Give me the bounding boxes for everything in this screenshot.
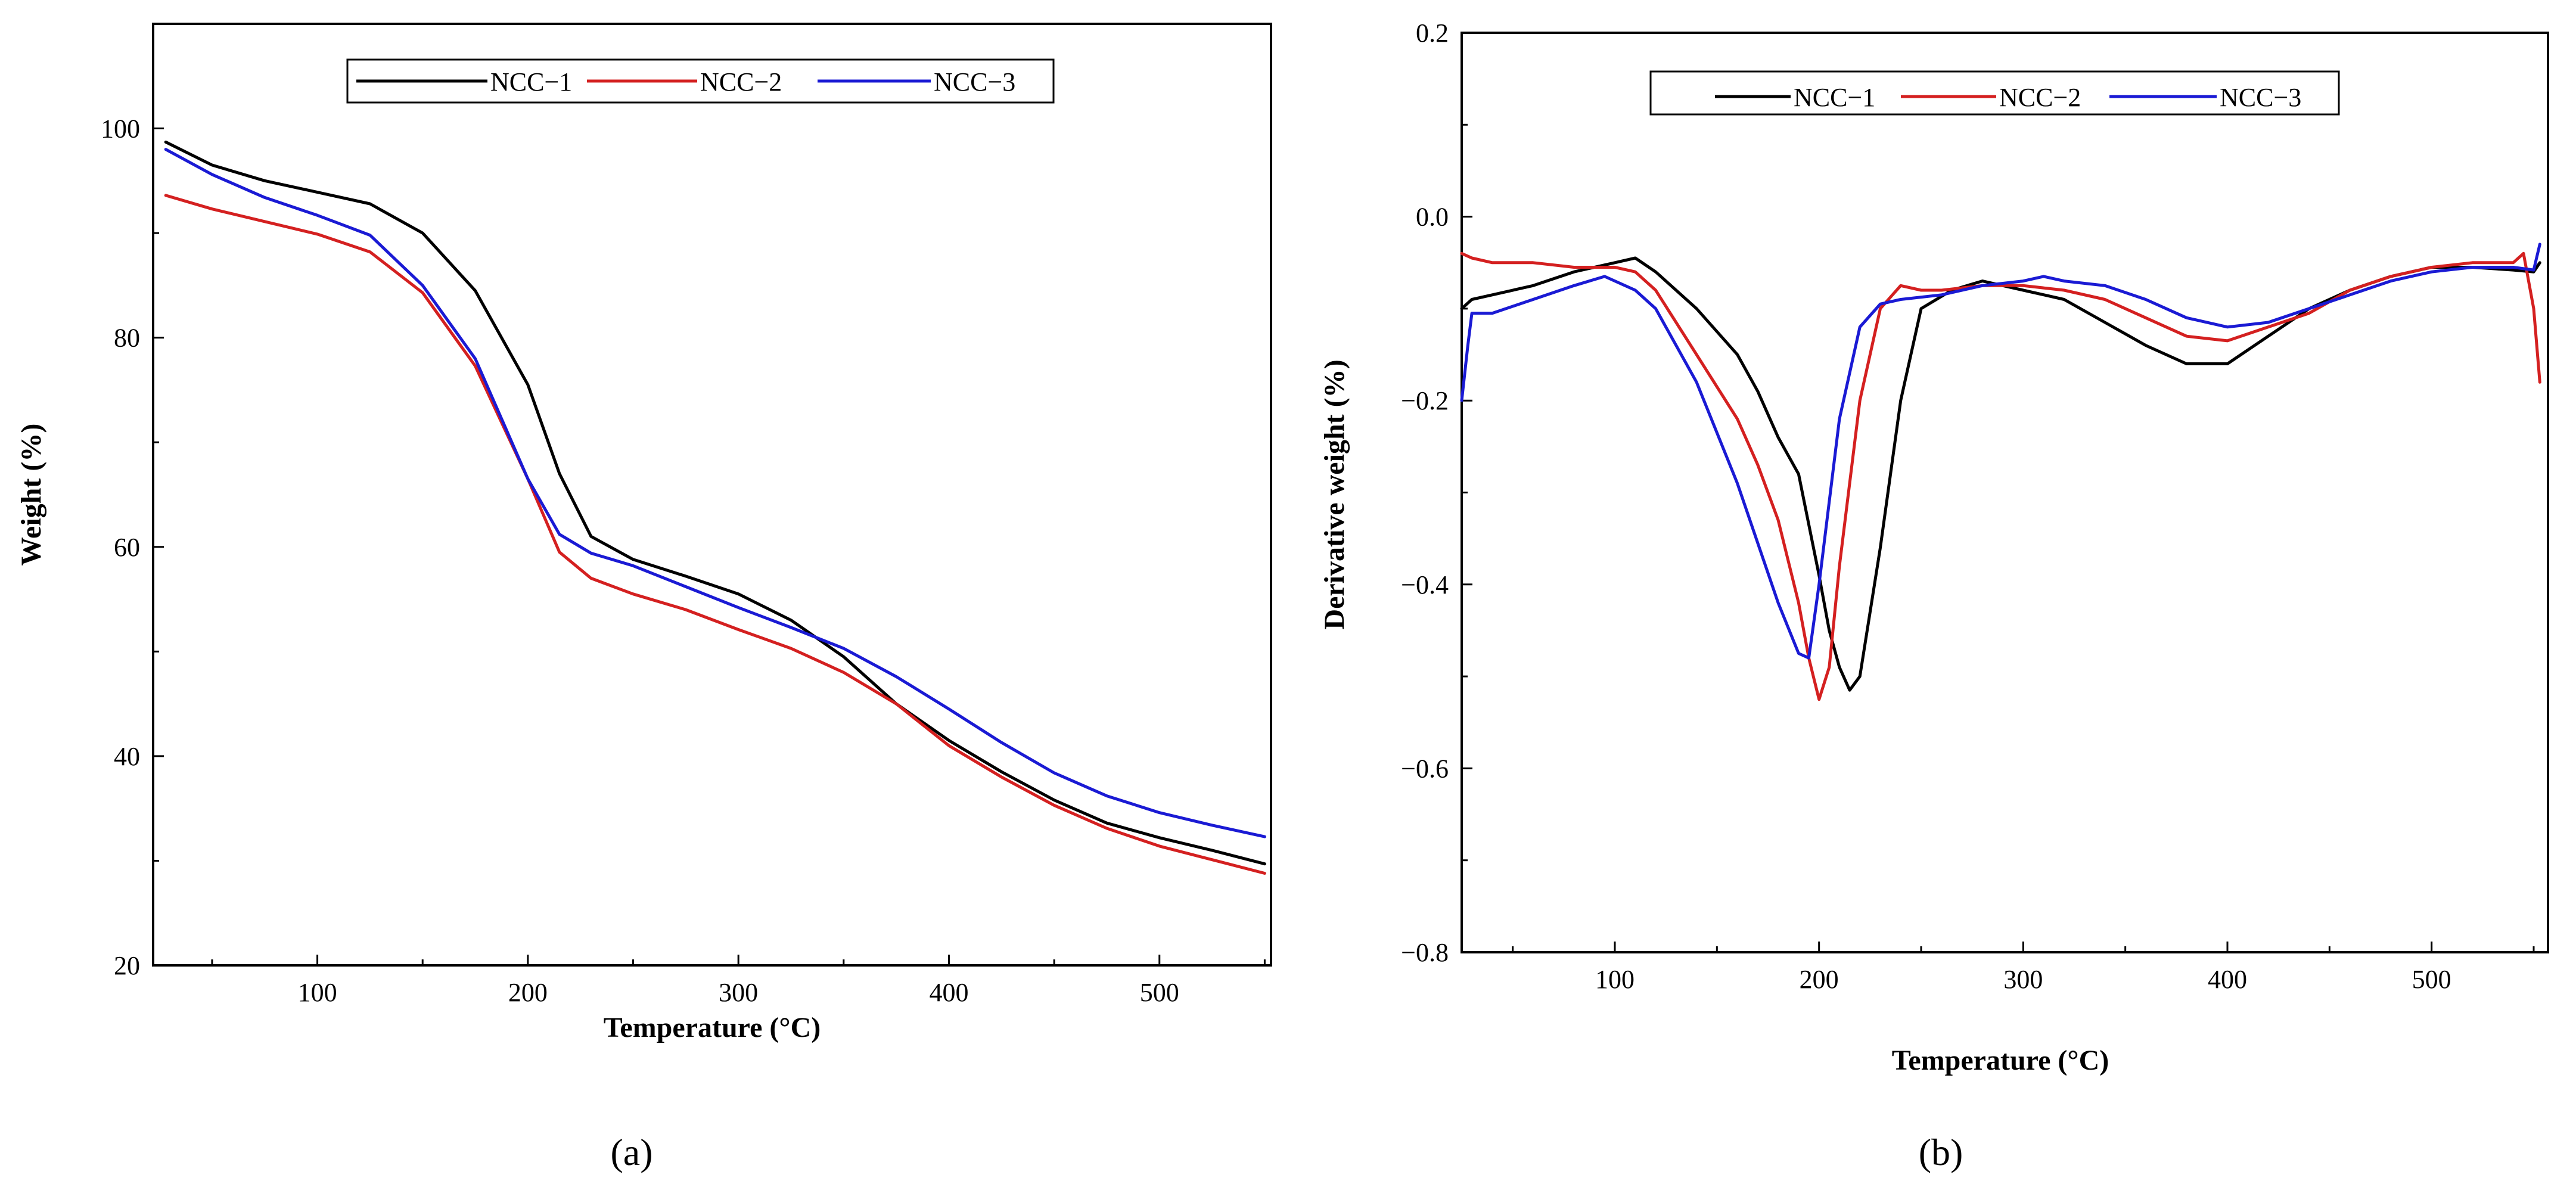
panel-a-ticks: 100 200 300 400 500 20 40 60 80 100: [101, 23, 1266, 1007]
panel-a-xtick-label: 300: [719, 978, 758, 1007]
panel-b-series-line-ncc3: [1460, 243, 2541, 660]
panel-b-series-line-ncc2: [1460, 251, 2541, 701]
panel-b-xtick-label: 100: [1595, 965, 1635, 994]
panel-b-legend: NCC−1 NCC−2 NCC−3: [1649, 70, 2340, 116]
panel-a-xlabel: Temperature (°C): [604, 1012, 821, 1043]
panel-b-ytick-label: 0.2: [1416, 18, 1449, 48]
panel-b-derivative-chart: 100 200 300 400 500 −0.8 −0.6 −0.4 −0.2 0.0 0.2 Te…: [1319, 18, 2549, 1173]
panel-b-xtick-label: 300: [2003, 965, 2043, 994]
panel-b-xlabel: Temperature (°C): [1892, 1045, 2109, 1076]
panel-a-ytick-label: 100: [101, 114, 140, 144]
panel-a-xtick-label: 200: [508, 978, 548, 1007]
panel-a-weight-chart: 100 200 300 400 500 20 40 60 80 100 Temperature (…: [15, 23, 1272, 1173]
panel-a-ytick-label: 40: [114, 742, 140, 771]
panel-a-ytick-label: 20: [114, 951, 140, 980]
panel-b-label: (b): [1919, 1131, 1963, 1173]
panel-b-ytick-label: −0.8: [1401, 938, 1449, 967]
panel-a-series-line-ncc1: [164, 140, 1266, 866]
panel-a-ylabel: Weight (%): [15, 424, 47, 566]
panel-b-xtick-label: 500: [2412, 965, 2451, 994]
panel-a-xtick-label: 500: [1140, 978, 1179, 1007]
panel-b-xtick-label: 200: [1800, 965, 1839, 994]
panel-b-legend-label-ncc1: NCC−1: [1794, 83, 1875, 112]
panel-b-legend-label-ncc3: NCC−3: [2220, 83, 2301, 112]
panel-b-ytick-label: −0.2: [1401, 386, 1449, 415]
panel-a-plot-frame: [152, 23, 1272, 967]
panel-a-series-line-ncc3: [164, 148, 1266, 838]
panel-a-xtick-label: 100: [298, 978, 337, 1007]
panel-a-xtick-label: 400: [929, 978, 968, 1007]
panel-a-ytick-label: 60: [114, 533, 140, 562]
panel-b-series-line-ncc1: [1460, 256, 2541, 692]
panel-a-series: [164, 140, 1266, 875]
panel-a-ytick-label: 80: [114, 324, 140, 353]
panel-b-ytick-label: −0.4: [1401, 570, 1449, 599]
panel-b-ylabel: Derivative weight (%): [1319, 359, 1350, 629]
panel-b-ticks: 100 200 300 400 500 −0.8 −0.6 −0.4 −0.2 0.0 0.2: [1401, 18, 2535, 994]
panel-b-ytick-label: 0.0: [1416, 203, 1449, 232]
panel-b-xtick-label: 400: [2208, 965, 2247, 994]
panel-a-legend-label-ncc1: NCC−1: [490, 67, 572, 97]
panel-a-legend-label-ncc3: NCC−3: [934, 67, 1015, 97]
panel-b-legend-label-ncc2: NCC−2: [1999, 83, 2081, 112]
panel-b-plot-frame: [1461, 32, 2549, 953]
panel-b-legend-box: [1649, 70, 2340, 116]
panel-a-legend: NCC−1 NCC−2 NCC−3: [346, 58, 1055, 104]
panel-a-legend-label-ncc2: NCC−2: [700, 67, 782, 97]
panel-b-ytick-label: −0.6: [1401, 754, 1449, 783]
panel-a-series-line-ncc2: [164, 194, 1266, 875]
panel-a-label: (a): [610, 1131, 652, 1173]
panel-b-series: [1460, 243, 2541, 701]
